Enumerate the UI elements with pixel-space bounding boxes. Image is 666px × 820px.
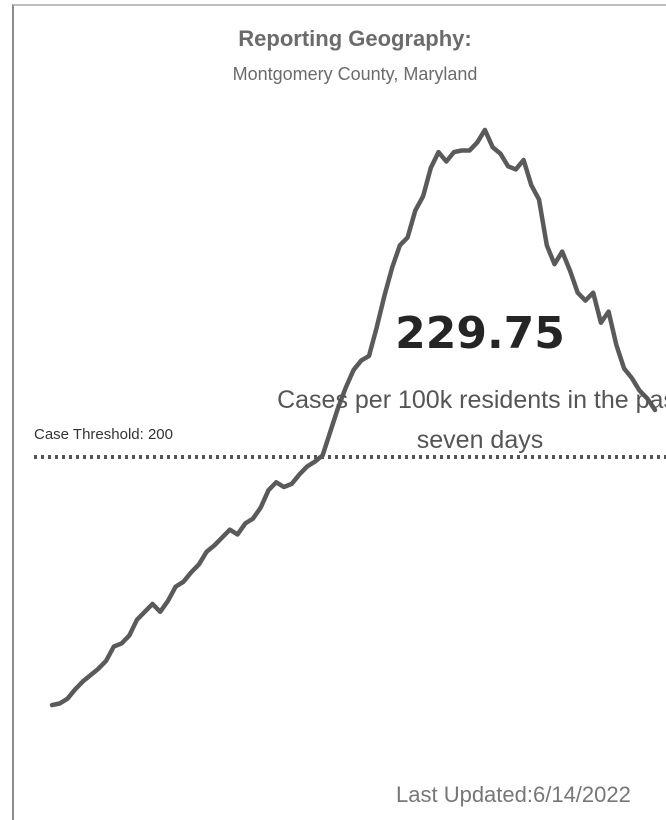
subtitle: Montgomery County, Maryland xyxy=(232,64,478,84)
threshold-label: Case Threshold: 200 xyxy=(34,426,173,443)
last-updated: Last Updated:6/14/2022 xyxy=(396,782,631,807)
panel-frame xyxy=(12,4,666,820)
title: Reporting Geography: xyxy=(238,26,472,51)
case-line xyxy=(49,127,658,708)
kpi-label: Cases per 100k residents in the past sev… xyxy=(277,386,666,454)
kpi-value: 229.75 xyxy=(395,308,565,359)
